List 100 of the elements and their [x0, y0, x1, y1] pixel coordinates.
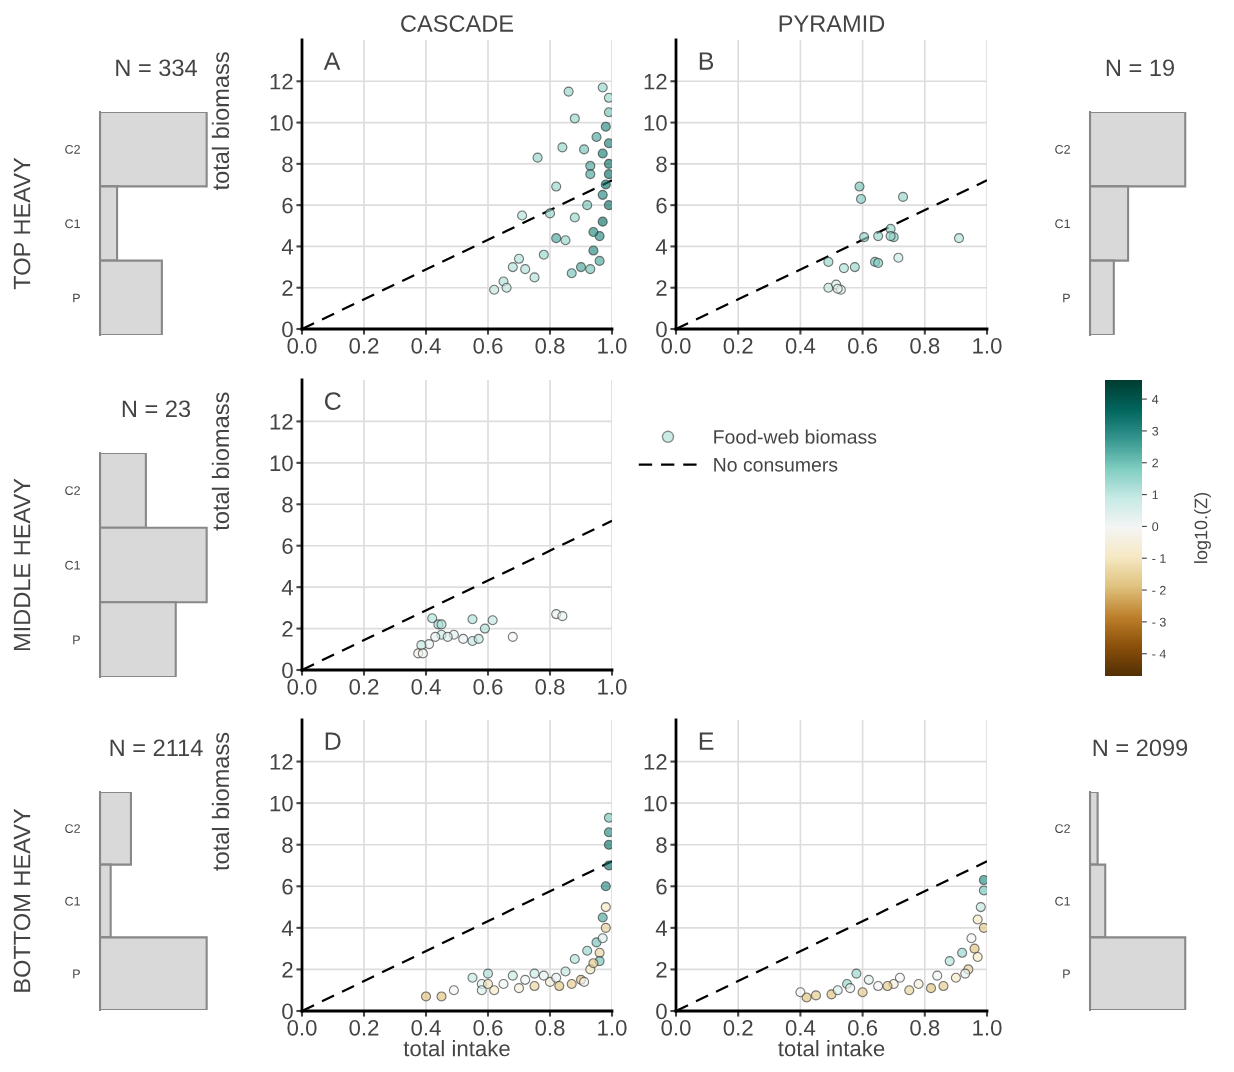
x-tick-label: 0.8 [535, 678, 565, 695]
y-tick-label: C2 [65, 486, 80, 495]
y-axis-title: total biomass [211, 52, 230, 191]
chart-title: N = 2099 [1093, 739, 1188, 757]
y-tick-label: 8 [282, 496, 293, 513]
x-tick-label: 0.8 [910, 1019, 940, 1036]
x-tick-label: 0.4 [411, 337, 441, 354]
x-axis-title: total intake [778, 1040, 885, 1057]
y-tick-label: P [1063, 293, 1070, 303]
x-tick-label: 0.4 [785, 1019, 816, 1036]
chart-title: N = 23 [122, 400, 191, 418]
y-tick-label: 10 [644, 115, 667, 131]
color-bar-label: - 2 [1152, 585, 1166, 595]
annotation: B [699, 52, 714, 70]
y-tick-label: 8 [282, 156, 293, 173]
annotation: D [325, 732, 341, 750]
y-tick-label: 6 [282, 538, 293, 554]
legend-label: Food-web biomass [714, 429, 877, 444]
x-tick-label: 1.0 [598, 337, 627, 354]
color-bar-label: 3 [1152, 426, 1159, 436]
x-tick-label: 0.6 [848, 1019, 878, 1036]
y-tick-label: C1 [65, 560, 80, 570]
y-tick-label: 4 [281, 239, 294, 255]
y-tick-label: C1 [65, 896, 80, 906]
annotation: A [323, 52, 341, 70]
y-axis-title: total biomass [211, 732, 230, 871]
y-tick-label: 4 [281, 920, 294, 936]
chart-title: N = 2114 [110, 739, 203, 756]
y-tick-label: 4 [655, 239, 668, 255]
y-tick-label: 2 [656, 961, 667, 978]
y-tick-label: 8 [656, 837, 667, 853]
y-tick-label: 2 [282, 280, 293, 296]
y-tick-label: 10 [270, 795, 293, 812]
x-tick-label: 0.2 [349, 337, 379, 354]
y-tick-label: C2 [65, 144, 80, 154]
y-tick-label: 6 [282, 197, 293, 214]
x-tick-label: 0.4 [411, 678, 441, 695]
y-tick-label: 10 [270, 115, 293, 131]
x-tick-label: 1.0 [973, 1019, 1002, 1036]
y-tick-label: 6 [656, 878, 667, 895]
y-tick-label: C2 [1055, 824, 1070, 833]
x-tick-label: 0.8 [910, 337, 940, 354]
y-tick-label: 12 [644, 73, 667, 90]
y-tick-label: P [73, 969, 80, 979]
x-tick-label: 0.2 [723, 337, 753, 354]
chart-title: PYRAMID [779, 15, 885, 32]
y-tick-label: C1 [1055, 896, 1070, 906]
y-tick-label: 8 [656, 156, 667, 173]
x-tick-label: 0.4 [411, 1019, 441, 1036]
y-tick-label: 6 [282, 878, 293, 895]
y-tick-label: 10 [270, 455, 293, 472]
x-tick-label: 0.8 [535, 1019, 565, 1036]
color-bar-label: - 4 [1152, 649, 1166, 659]
y-axis-title: MIDDLE HEAVY [13, 478, 31, 651]
y-tick-label: 4 [281, 579, 294, 596]
color-bar-label: 1 [1152, 490, 1159, 500]
y-tick-label: 0 [282, 1003, 293, 1020]
y-tick-label: 8 [282, 837, 293, 853]
y-tick-label: 4 [655, 920, 668, 936]
chart-title: N = 334 [116, 59, 197, 77]
y-tick-label: 0 [282, 662, 293, 679]
y-tick-label: 12 [270, 73, 293, 90]
color-bar-label: - 3 [1152, 617, 1166, 627]
y-tick-label: 12 [644, 754, 667, 770]
color-bar-title: log10.(Z) [1194, 492, 1211, 563]
y-axis-title: total biomass [211, 392, 230, 531]
legend-label: No consumers [714, 458, 838, 472]
annotation: E [699, 732, 714, 750]
chart-title: CASCADE [401, 15, 514, 32]
y-tick-label: P [73, 635, 80, 645]
y-tick-label: 2 [282, 621, 293, 637]
y-tick-label: 6 [656, 197, 667, 214]
y-tick-label: C2 [65, 824, 80, 833]
x-axis-title: total intake [403, 1040, 510, 1057]
y-tick-label: 12 [270, 754, 293, 770]
y-tick-label: C1 [1055, 219, 1070, 229]
x-tick-label: 0.6 [473, 1019, 503, 1036]
y-tick-label: 2 [656, 280, 667, 296]
x-tick-label: 0.2 [723, 1019, 753, 1036]
x-tick-label: 0.0 [287, 1019, 317, 1036]
y-axis-title: TOP HEAVY [13, 157, 31, 290]
x-tick-label: 0.2 [349, 678, 379, 695]
y-tick-label: 0 [282, 321, 293, 338]
y-axis-title: BOTTOM HEAVY [13, 808, 31, 992]
y-tick-label: 0 [656, 1003, 667, 1020]
color-bar-label: 0 [1152, 522, 1159, 532]
x-tick-label: 0.0 [287, 678, 317, 695]
annotation: C [324, 392, 341, 410]
x-tick-label: 0.0 [661, 1019, 691, 1036]
x-tick-label: 0.0 [287, 337, 317, 354]
x-tick-label: 0.6 [473, 678, 503, 695]
x-tick-label: 1.0 [598, 1019, 627, 1036]
y-tick-label: C2 [1055, 144, 1070, 154]
y-tick-label: P [73, 293, 80, 303]
y-tick-label: 12 [270, 413, 293, 430]
color-bar-label: 4 [1152, 395, 1159, 404]
x-tick-label: 1.0 [598, 678, 627, 695]
color-bar-label: 2 [1152, 458, 1159, 468]
color-bar-label: - 1 [1152, 554, 1166, 563]
y-tick-label: P [1063, 969, 1070, 979]
